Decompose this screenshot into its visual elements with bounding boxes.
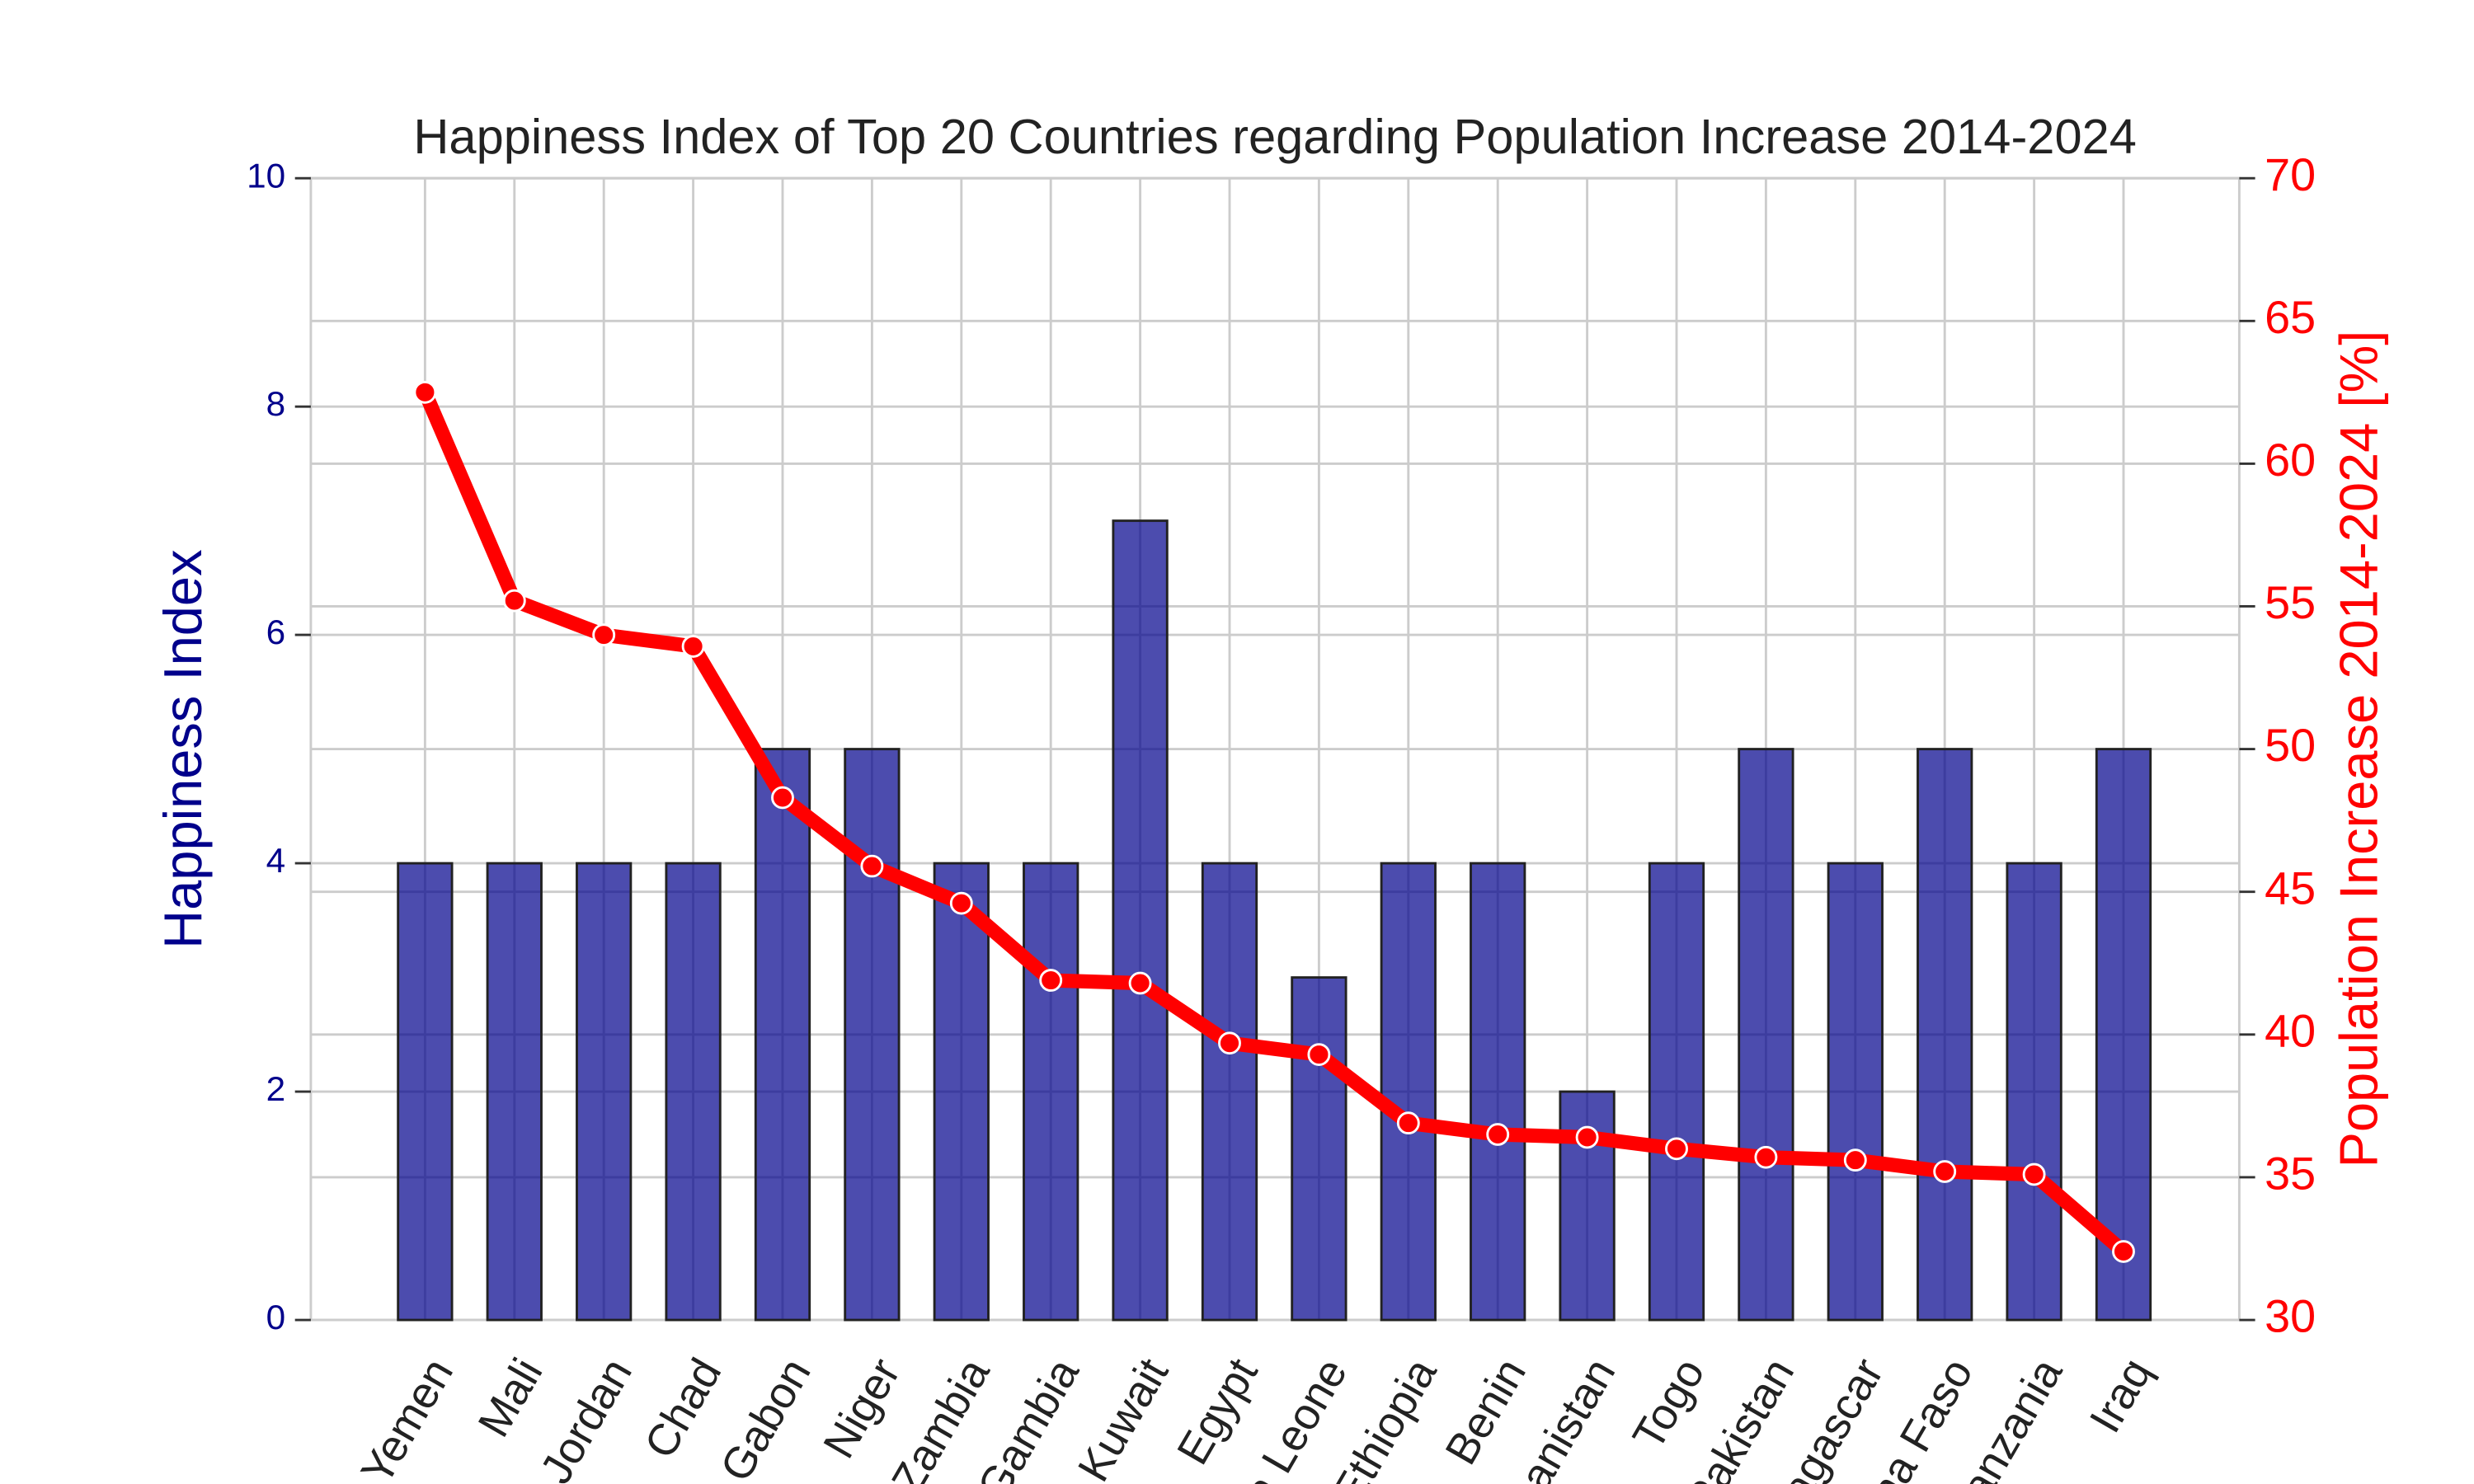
bar	[397, 862, 454, 1322]
line-point	[860, 854, 884, 878]
bar	[844, 748, 901, 1322]
x-tick-label: Togo	[1623, 1350, 1714, 1458]
bar	[933, 862, 990, 1322]
line-point	[949, 891, 973, 915]
line-point	[1128, 971, 1152, 995]
bar	[2095, 748, 2152, 1322]
y-axis-label: Happiness Index	[153, 549, 213, 948]
x-tick-label: Niger	[814, 1350, 910, 1467]
y-tick-label: 8	[266, 384, 286, 423]
bar	[1738, 748, 1794, 1322]
y2-tick-label: 55	[2265, 577, 2316, 628]
x-tick-label: Yemen	[351, 1350, 463, 1484]
line-point	[681, 635, 705, 658]
y2-tick-label: 50	[2265, 720, 2316, 771]
x-tick-label: Chad	[635, 1350, 731, 1467]
line-point	[1307, 1043, 1331, 1066]
line-point	[1218, 1031, 1241, 1055]
line-point	[2022, 1162, 2046, 1186]
y-tick-label: 6	[266, 613, 286, 651]
line-point	[1754, 1145, 1778, 1169]
y-tick-label: 10	[247, 156, 285, 195]
x-tick-label: Gabon	[711, 1350, 821, 1484]
y2-axis-label: Population Increase 2014-2024 [%]	[2328, 331, 2388, 1168]
bar	[486, 862, 543, 1322]
y-tick-label: 0	[266, 1298, 286, 1336]
bar	[576, 862, 633, 1322]
bar	[754, 748, 811, 1322]
chart-title: Happiness Index of Top 20 Countries rega…	[413, 109, 2136, 164]
bar	[1291, 976, 1348, 1322]
x-tick-label: Iraq	[2080, 1350, 2161, 1441]
bar	[1917, 748, 1973, 1322]
bar	[1827, 862, 1884, 1322]
y-tick-label: 2	[266, 1069, 286, 1108]
line-point	[2112, 1240, 2135, 1263]
y-tick-label: 4	[266, 841, 286, 880]
bar	[1648, 862, 1705, 1322]
bar	[1201, 862, 1258, 1322]
line-point	[771, 786, 794, 810]
line-point	[1665, 1137, 1688, 1161]
y2-tick-label: 65	[2265, 292, 2316, 343]
line-point	[1843, 1148, 1867, 1172]
line-point	[1575, 1125, 1599, 1149]
line-point	[592, 623, 616, 646]
line-point	[502, 589, 526, 613]
line	[418, 389, 2128, 1257]
line-point	[1396, 1111, 1420, 1135]
bar	[1470, 862, 1526, 1322]
y2-tick-label: 45	[2265, 863, 2316, 914]
y2-tick-label: 70	[2265, 149, 2316, 200]
x-tick-label: Jordan	[531, 1350, 642, 1484]
y2-tick-label: 40	[2265, 1006, 2316, 1057]
line-point	[413, 380, 437, 404]
line-point	[1933, 1160, 1957, 1183]
bar	[665, 862, 722, 1322]
x-tick-label: Kuwait	[1069, 1350, 1178, 1484]
y2-tick-label: 60	[2265, 434, 2316, 486]
bar	[1380, 862, 1437, 1322]
line-point	[1486, 1123, 1510, 1146]
bar	[1112, 519, 1169, 1322]
y2-tick-label: 30	[2265, 1291, 2316, 1342]
line-point	[1039, 969, 1063, 992]
bar	[1023, 862, 1079, 1322]
y2-tick-label: 35	[2265, 1148, 2316, 1200]
x-tick-label: Mali	[468, 1350, 552, 1445]
bar	[2006, 862, 2062, 1322]
